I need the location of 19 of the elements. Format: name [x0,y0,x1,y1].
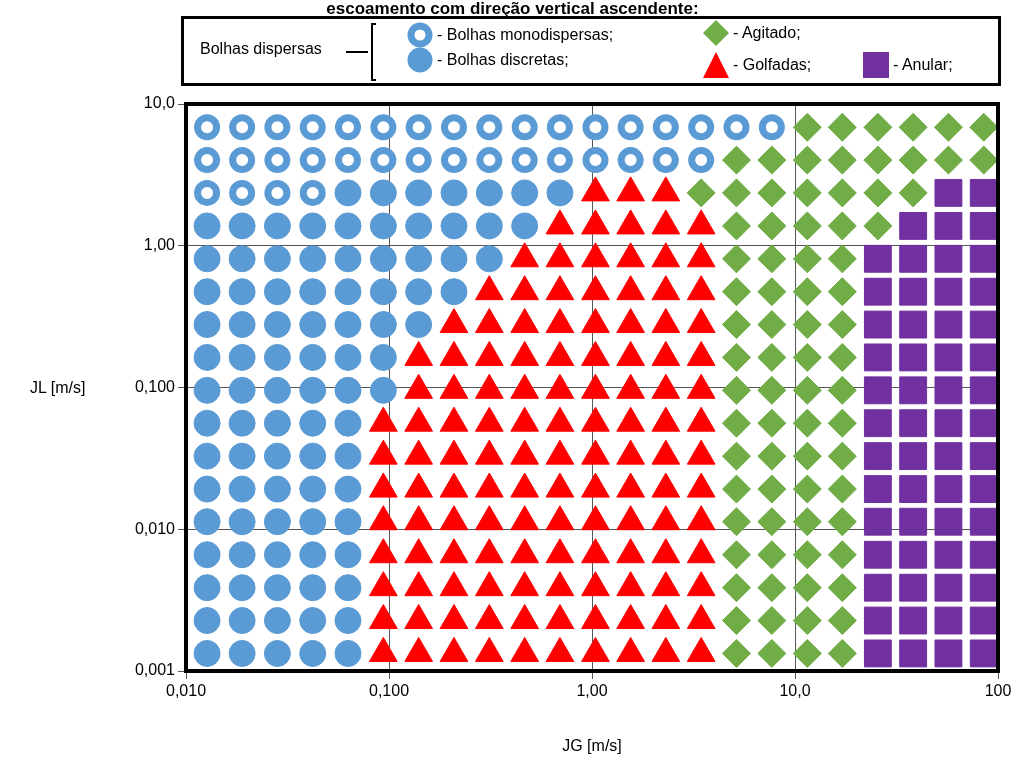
y-tick-label: 0,010 [134,519,176,537]
x-tick-label: 100 [984,682,1012,700]
y-tick-label: 10,0 [143,94,176,112]
y-axis-title: JL [m/s] [30,379,86,397]
y-tick-label: 1,00 [143,236,176,254]
x-axis-title: JG [m/s] [561,737,623,755]
x-tick-label: 10,0 [779,682,811,700]
chart-title: escoamento com direção vertical ascendente: [325,0,700,18]
y-tick-label: 0,001 [134,661,176,679]
x-tick-label: 0,010 [165,682,207,700]
legend-label: - Golfadas; [733,56,812,74]
x-tick-label: 1,00 [576,682,608,700]
legend-label: - Anular; [893,56,953,74]
legend-label: - Agitado; [733,24,801,42]
x-tick-label: 0,100 [368,682,410,700]
legend-title: Bolhas dispersas [200,40,322,58]
y-tick-label: 0,100 [134,377,176,395]
legend-label: - Bolhas discretas; [437,51,569,69]
legend-label: - Bolhas monodispersas; [437,26,614,44]
